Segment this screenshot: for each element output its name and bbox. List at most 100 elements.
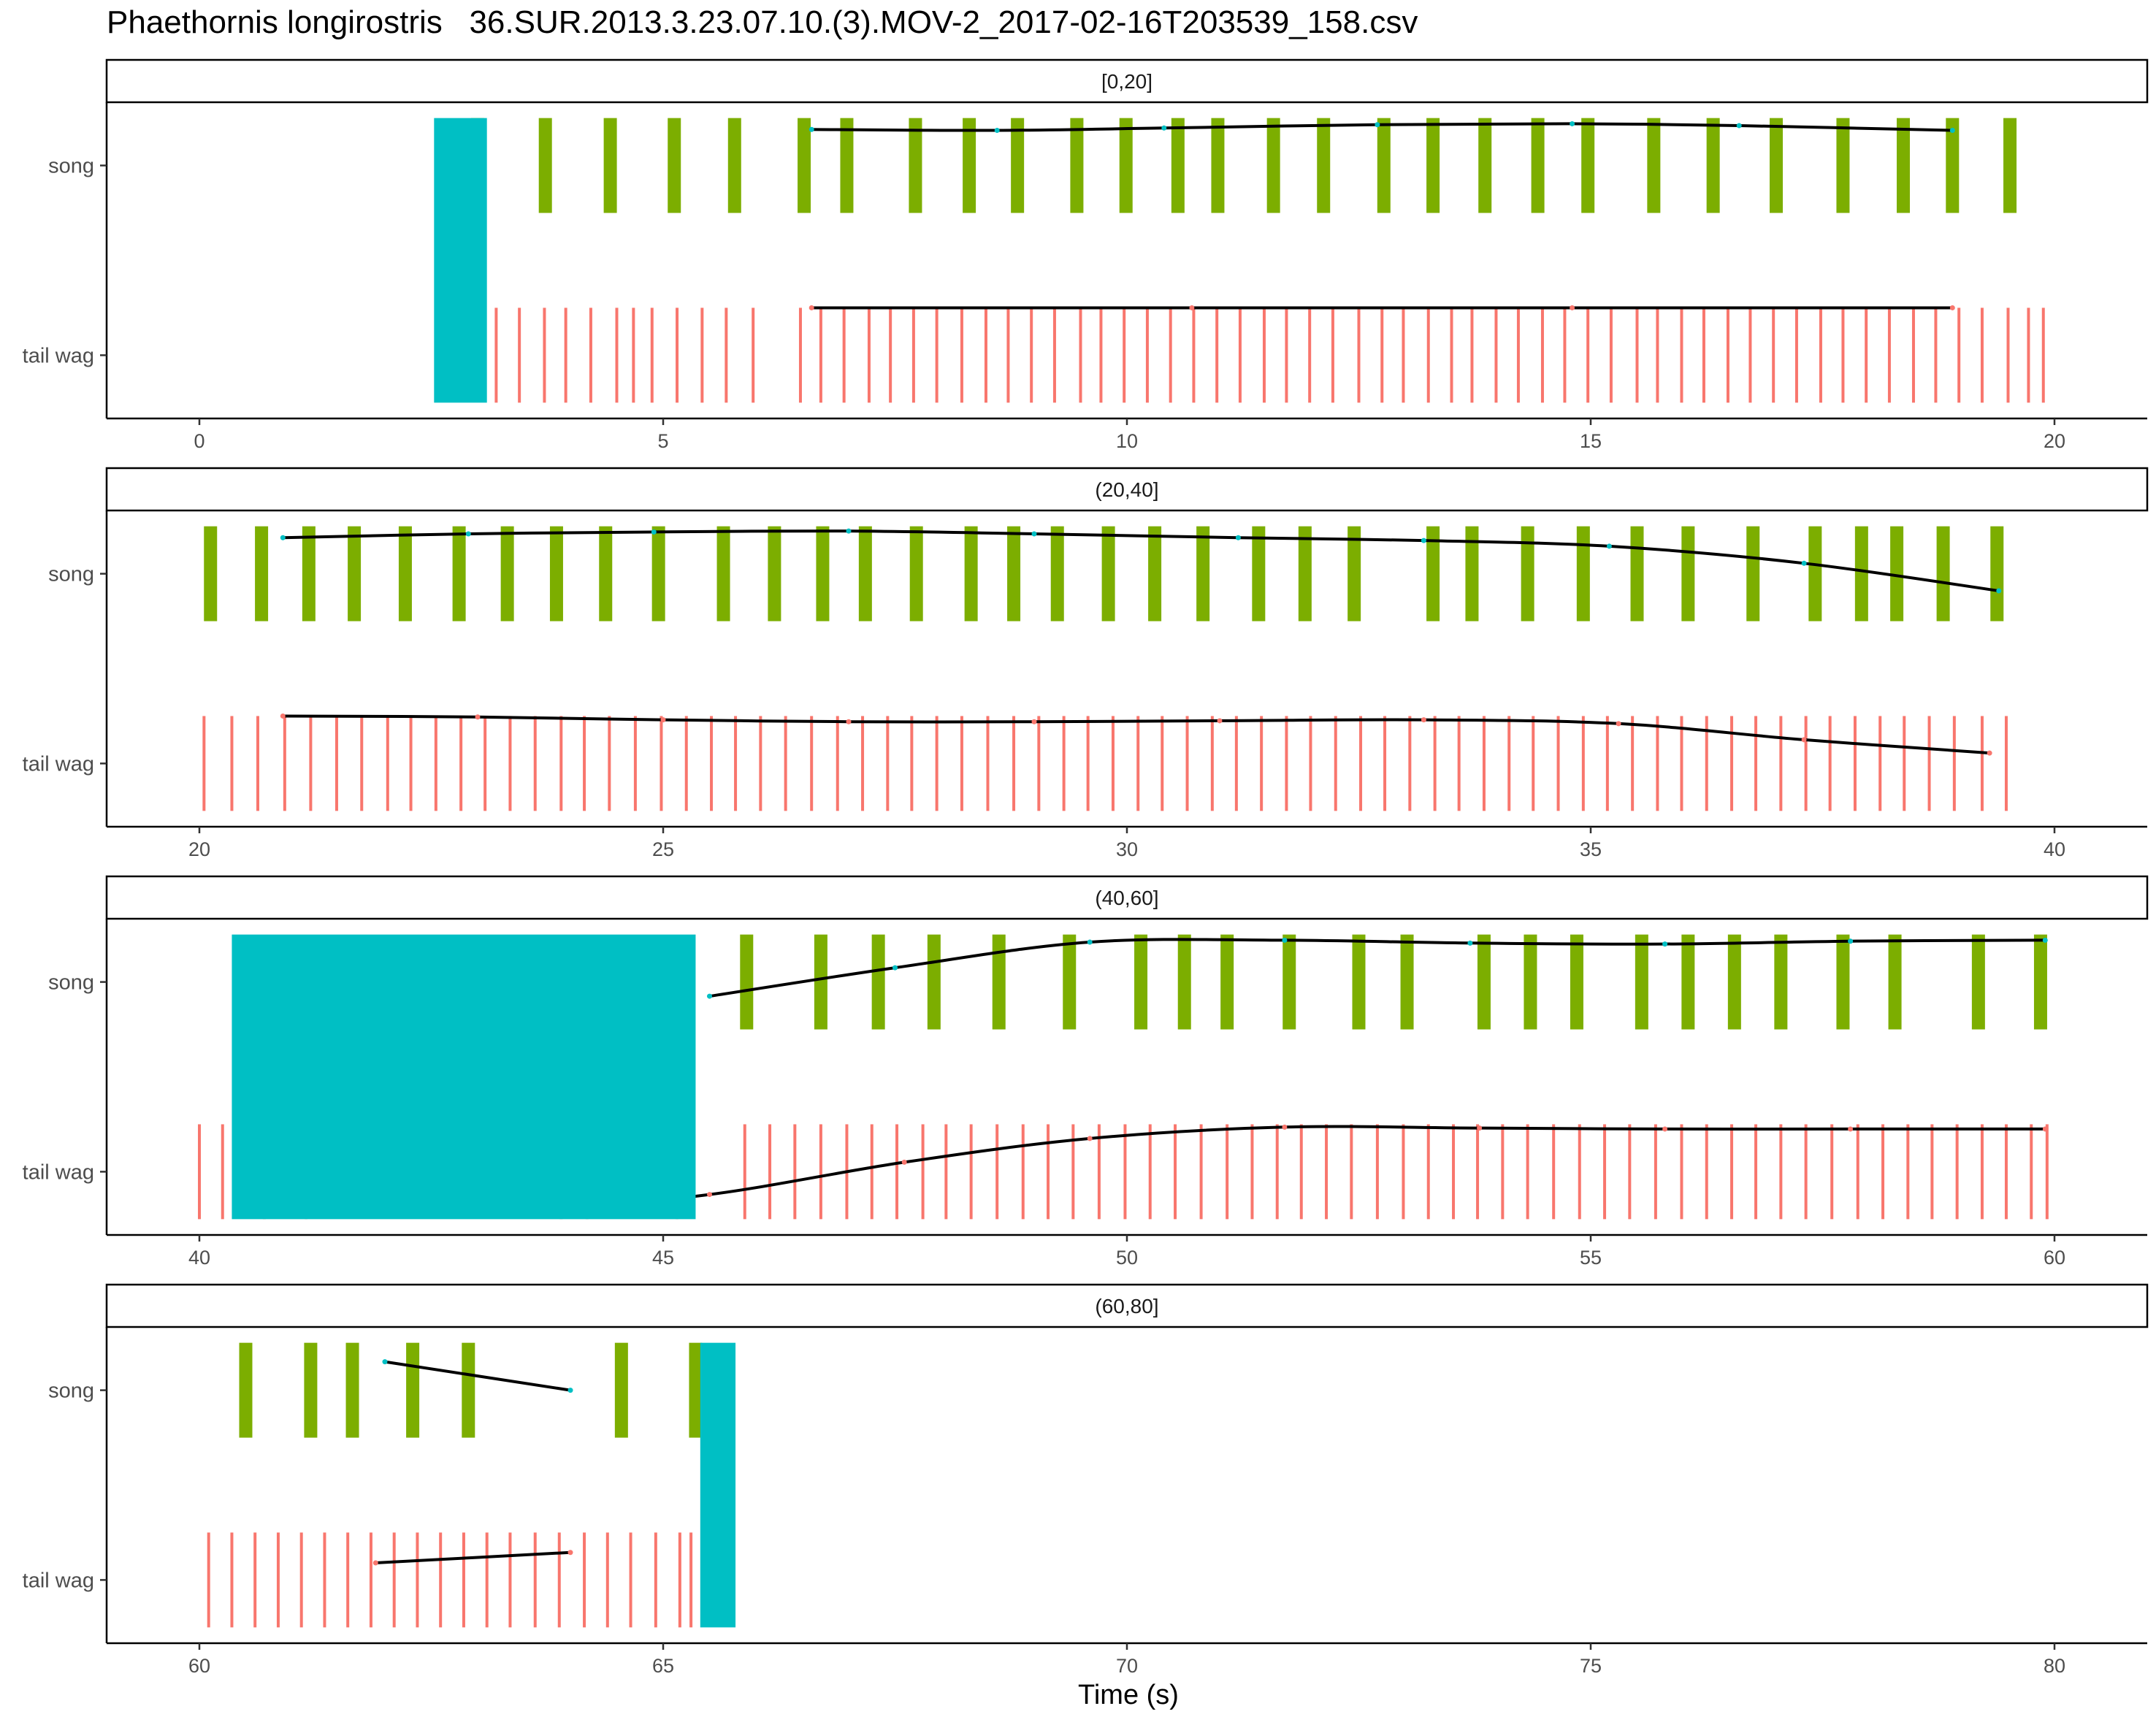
tail-wag-rate-point <box>1848 1126 1854 1132</box>
tail-wag-rate-point <box>567 1550 573 1556</box>
tail-wag-rate-point <box>1087 1136 1093 1141</box>
tail-wag-line <box>533 1532 537 1628</box>
song-bar <box>1770 118 1783 213</box>
song-rate-point <box>707 993 712 999</box>
tail-wag-line <box>608 716 611 811</box>
x-tick-label: 20 <box>188 838 210 860</box>
song-bar <box>740 934 754 1030</box>
facet-strip-label: [0,20] <box>1101 70 1152 93</box>
song-bar <box>727 118 741 213</box>
x-tick-label: 35 <box>1580 838 1602 860</box>
tail-wag-line <box>1828 716 1832 811</box>
tail-wag-line <box>508 1532 512 1628</box>
tail-wag-line <box>1748 307 1752 403</box>
y-tick-label-song: song <box>48 1380 94 1403</box>
tail-wag-rate-point <box>1217 718 1223 724</box>
tail-wag-rate-point <box>808 305 814 310</box>
song-bar <box>909 526 923 621</box>
facet-strip <box>105 467 2149 512</box>
tail-wag-line <box>969 1124 973 1220</box>
tail-wag-line <box>1123 1124 1127 1220</box>
tail-wag-line <box>629 1532 632 1628</box>
tail-wag-line <box>1927 716 1931 811</box>
x-tick-label: 10 <box>1116 430 1138 452</box>
tail-wag-line <box>1631 716 1635 811</box>
tail-wag-rate-point <box>475 714 481 720</box>
tail-wag-line <box>1934 307 1938 403</box>
tail-wag-line <box>360 716 364 811</box>
song-bar <box>406 1342 420 1438</box>
song-bar <box>1377 118 1391 213</box>
tail-wag-line <box>589 307 592 403</box>
song-bar <box>909 118 922 213</box>
y-tick-label-tail-wag: tail wag <box>23 752 94 776</box>
song-bar <box>1282 934 1296 1030</box>
tail-wag-line <box>386 716 389 811</box>
tail-wag-rate-point <box>1031 719 1037 724</box>
tail-wag-line <box>533 716 537 811</box>
tail-wag-line <box>1563 307 1567 403</box>
y-tick-label-song: song <box>48 563 94 586</box>
song-bar <box>1836 118 1850 213</box>
tail-wag-line <box>935 307 939 403</box>
song-bar <box>871 934 885 1030</box>
tail-wag-line <box>518 307 521 403</box>
tail-wag-line <box>1856 1124 1859 1220</box>
tail-wag-line <box>1309 716 1312 811</box>
tail-wag-line <box>1804 1124 1808 1220</box>
tail-wag-line <box>1097 1124 1101 1220</box>
tail-wag-line <box>1123 307 1126 403</box>
tail-wag-line <box>1772 307 1775 403</box>
song-bar <box>651 526 665 621</box>
tail-wag-line <box>1581 716 1585 811</box>
song-rate-point <box>382 1359 388 1365</box>
tail-wag-line <box>335 716 338 811</box>
song-bar <box>1990 526 2004 621</box>
tail-wag-line <box>1334 716 1337 811</box>
song-bar <box>1007 526 1021 621</box>
tail-wag-line <box>1402 1124 1405 1220</box>
tail-wag-line <box>253 1532 257 1628</box>
tail-wag-line <box>1350 1124 1353 1220</box>
x-tick-label: 70 <box>1116 1655 1138 1677</box>
tail-wag-line <box>494 307 498 403</box>
tail-wag-line <box>1215 307 1219 403</box>
tail-wag-line <box>1380 307 1384 403</box>
facet-strip-label: (20,40] <box>1095 478 1158 501</box>
tail-wag-line <box>557 1532 561 1628</box>
off-screen-block <box>700 1342 736 1628</box>
tail-wag-line <box>1586 307 1590 403</box>
x-axis-title: Time (s) <box>1078 1680 1179 1710</box>
song-bar <box>689 1342 703 1438</box>
song-rate-point <box>808 126 814 132</box>
tail-wag-line <box>1426 307 1430 403</box>
facet-strip-label: (60,80] <box>1095 1295 1158 1317</box>
song-bar <box>1252 526 1266 621</box>
tail-wag-line <box>1906 1124 1910 1220</box>
tail-wag-line <box>1383 716 1387 811</box>
tail-wag-line <box>462 1532 465 1628</box>
tail-wag-line <box>346 1532 350 1628</box>
tail-wag-line <box>1779 1124 1783 1220</box>
song-bar <box>255 526 269 621</box>
tail-wag-line <box>207 1532 210 1628</box>
tail-wag-rate-point <box>372 1560 378 1566</box>
song-bar <box>614 1342 628 1438</box>
tail-wag-line <box>1705 1124 1708 1220</box>
song-bar <box>1746 526 1760 621</box>
tail-wag-rate-point <box>901 1159 907 1165</box>
tail-wag-line <box>1526 1124 1529 1220</box>
tail-wag-line <box>1730 716 1734 811</box>
tail-wag-rate-point <box>846 719 852 724</box>
tail-wag-line <box>309 716 313 811</box>
tail-wag-line <box>256 716 260 811</box>
x-tick-label: 50 <box>1116 1247 1138 1269</box>
tail-wag-line <box>1457 716 1461 811</box>
tail-wag-line <box>1111 716 1115 811</box>
tail-wag-line <box>1148 1124 1152 1220</box>
song-bar <box>858 526 872 621</box>
song-bar <box>398 526 412 621</box>
tail-wag-line <box>2041 307 2045 403</box>
tail-wag-line <box>1819 307 1822 403</box>
tail-wag-rate-point <box>1477 1125 1483 1131</box>
